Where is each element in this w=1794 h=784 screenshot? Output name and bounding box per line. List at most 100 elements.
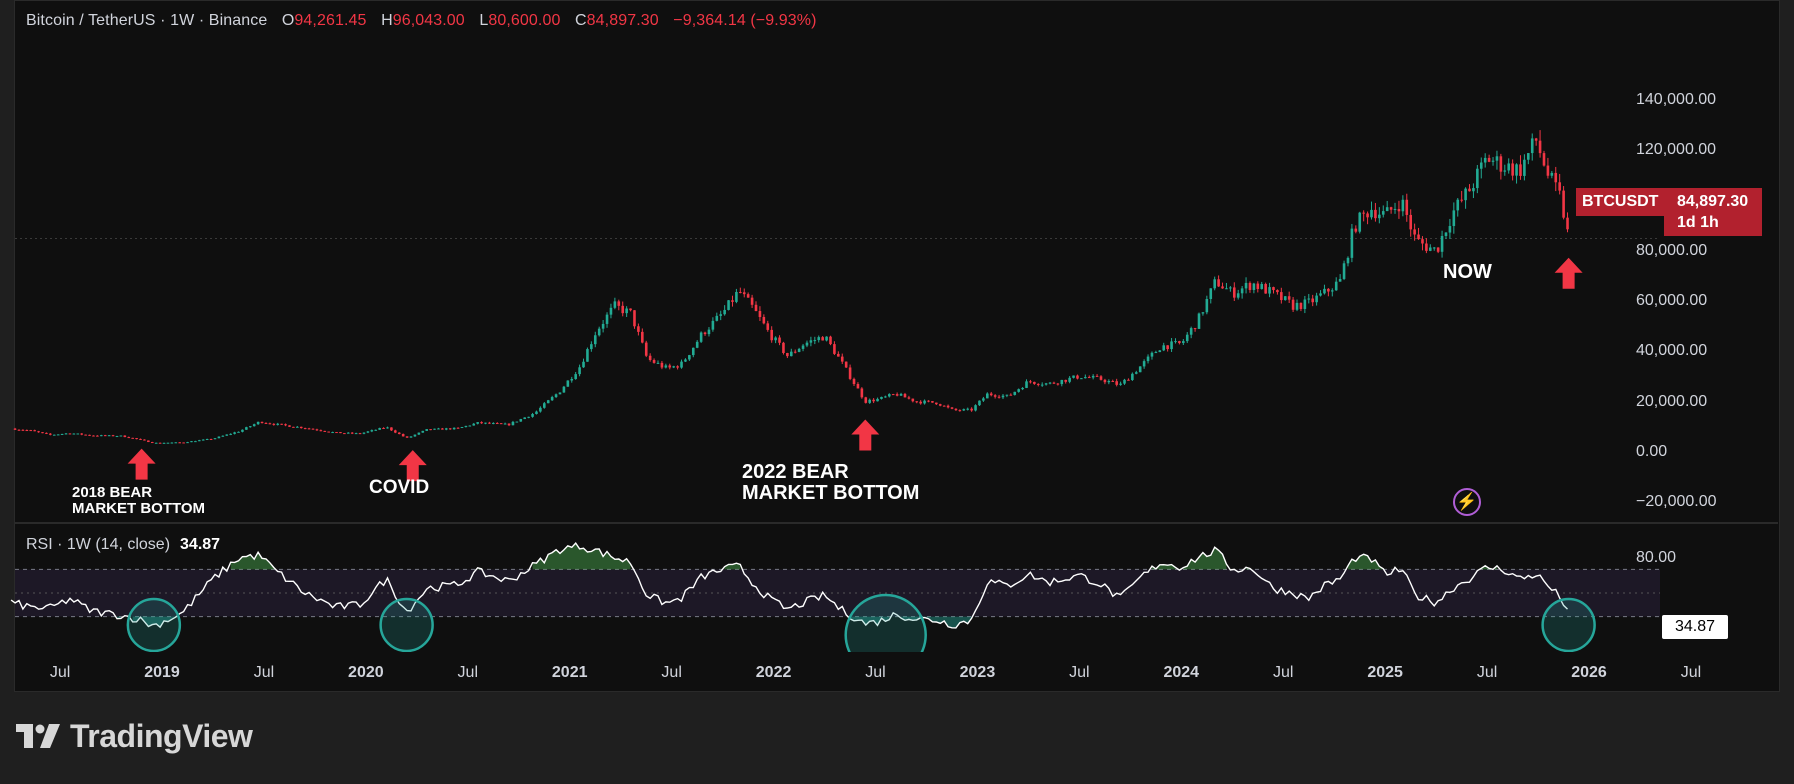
- rsi-oversold-fill: [901, 616, 972, 628]
- candle-body: [1562, 190, 1565, 218]
- candle-body: [119, 435, 123, 437]
- candle-body: [1276, 290, 1279, 293]
- bar-countdown: 1d 1h: [1677, 214, 1719, 231]
- candle-body: [1268, 287, 1271, 294]
- candle-body: [770, 329, 773, 341]
- candle-body: [711, 320, 715, 330]
- candle-body: [637, 326, 640, 332]
- price-axis-label: 80,000.00: [1636, 241, 1708, 259]
- tradingview-brand[interactable]: TradingView: [16, 718, 253, 755]
- close-value: 84,897.30: [586, 12, 659, 29]
- annotation-2022-bear: 2022 BEAR MARKET BOTTOM: [742, 462, 919, 504]
- candle-body: [531, 414, 534, 417]
- candle-body: [970, 408, 973, 411]
- candle-body: [1260, 283, 1264, 289]
- candle-body: [876, 398, 879, 402]
- candle-body: [460, 427, 464, 429]
- candle-body: [891, 394, 895, 396]
- candle-body: [198, 440, 201, 442]
- candle-body: [1499, 156, 1503, 172]
- candle-body: [962, 409, 966, 411]
- lightning-icon[interactable]: ⚡: [1453, 488, 1481, 516]
- candle-body: [241, 429, 244, 432]
- candle-body: [754, 304, 758, 312]
- up-arrow-icon: [127, 448, 156, 480]
- candle-body: [1170, 341, 1173, 350]
- candle-body: [582, 361, 585, 368]
- candle-body: [1542, 153, 1546, 166]
- candle-body: [311, 428, 315, 430]
- candle-body: [256, 421, 260, 425]
- chart-canvas[interactable]: [0, 0, 1794, 700]
- candle-body: [1334, 281, 1338, 291]
- candle-body: [425, 429, 429, 431]
- candle-body: [1429, 247, 1432, 251]
- candle-body: [49, 433, 52, 435]
- candle-body: [13, 428, 17, 430]
- candle-body: [974, 405, 977, 411]
- candle-body: [1299, 302, 1303, 309]
- candle-body: [590, 344, 593, 350]
- candle-body: [370, 430, 374, 432]
- price-axis-label: 140,000.00: [1636, 91, 1717, 108]
- candle-body: [464, 425, 468, 428]
- annotation-2018-bear: 2018 BEAR MARKET BOTTOM: [72, 485, 205, 517]
- candle-body: [1150, 352, 1154, 357]
- candle-body: [1409, 214, 1413, 230]
- candle-body: [480, 422, 483, 424]
- candle-body: [37, 431, 40, 433]
- candle-body: [288, 425, 291, 427]
- candle-body: [723, 309, 726, 315]
- candle-body: [217, 436, 221, 439]
- candle-body: [1538, 140, 1542, 154]
- candle-body: [362, 432, 366, 434]
- candle-body: [1311, 298, 1314, 303]
- rsi-highlight-circle: [379, 597, 434, 652]
- candle-body: [1472, 188, 1475, 192]
- candle-body: [111, 435, 115, 437]
- candle-body: [719, 314, 723, 316]
- candle-body: [1487, 157, 1491, 162]
- low-value: 80,600.00: [488, 12, 561, 29]
- candle-body: [1044, 383, 1048, 385]
- rsi-title[interactable]: RSI · 1W (14, close): [26, 536, 171, 553]
- candle-body: [1303, 299, 1307, 309]
- candle-body: [354, 433, 358, 435]
- candle-body: [695, 341, 699, 348]
- candle-body: [1393, 208, 1397, 210]
- candle-body: [1209, 288, 1213, 299]
- symbol-title[interactable]: Bitcoin / TetherUS · 1W · Binance: [26, 12, 268, 29]
- price-axis-label: −20,000.00: [1636, 493, 1717, 510]
- candle-body: [1319, 293, 1322, 296]
- candle-body: [860, 388, 864, 398]
- candle-body: [1354, 228, 1358, 232]
- candle-body: [492, 423, 495, 425]
- candle-body: [296, 426, 299, 428]
- last-price-value: 84,897.30: [1677, 193, 1749, 210]
- candle-body: [966, 408, 970, 410]
- candle-body: [382, 427, 385, 429]
- candle-body: [1397, 208, 1401, 212]
- time-axis-label: 2021: [551, 664, 588, 681]
- candle-body: [821, 337, 824, 341]
- candle-body: [1013, 391, 1017, 395]
- candle-body: [872, 399, 875, 402]
- candle-body: [848, 367, 852, 379]
- candle-body: [1456, 199, 1460, 211]
- candle-body: [1248, 282, 1252, 290]
- candle-body: [609, 307, 613, 315]
- candle-body: [1330, 290, 1334, 292]
- tradingview-logo-icon: [16, 723, 60, 748]
- candle-body: [919, 401, 922, 404]
- candle-body: [750, 297, 754, 305]
- candle-body: [1295, 302, 1299, 310]
- price-axis-label: 0.00: [1636, 442, 1668, 460]
- candle-body: [123, 435, 127, 438]
- candle-body: [1362, 212, 1365, 214]
- candle-body: [699, 332, 703, 342]
- candle-body: [731, 300, 734, 302]
- candle-body: [147, 440, 150, 443]
- candle-body: [162, 442, 166, 444]
- rsi-line: [10, 541, 1568, 629]
- candle-body: [452, 427, 456, 430]
